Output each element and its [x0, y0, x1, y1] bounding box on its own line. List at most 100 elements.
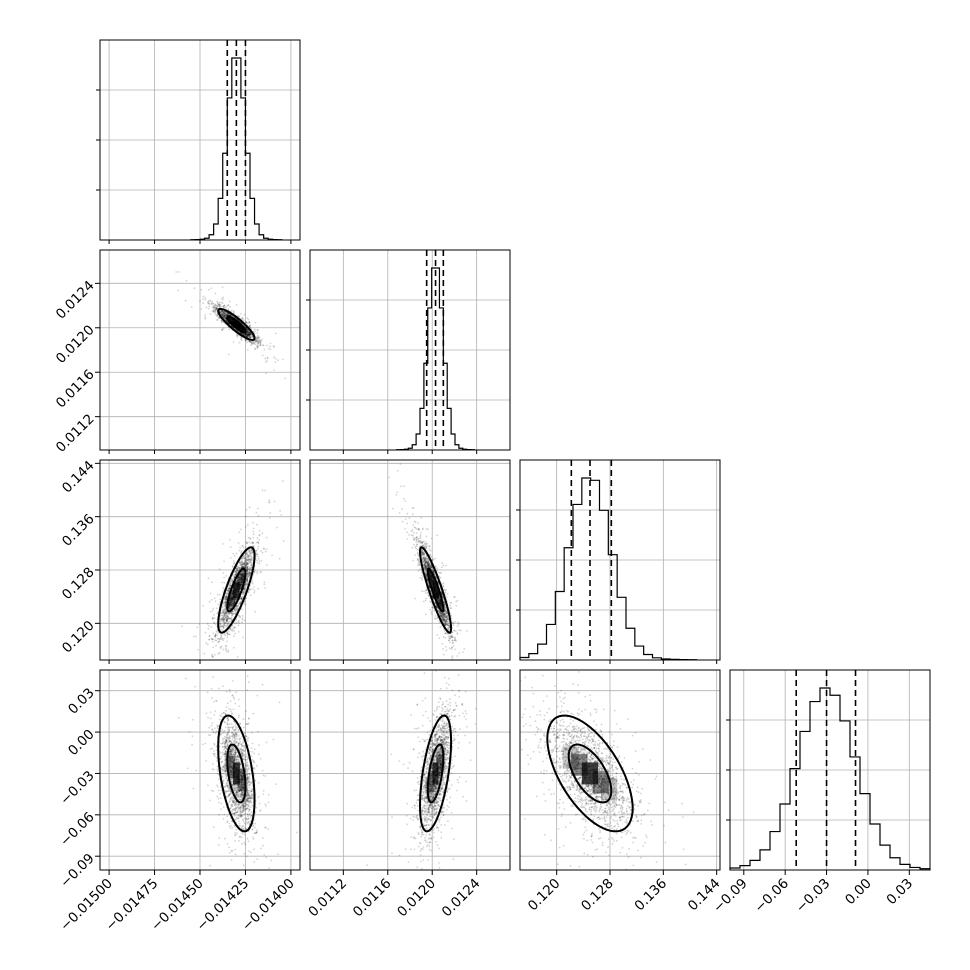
- sample-point: [281, 358, 284, 361]
- sample-point: [425, 542, 428, 545]
- scatter-panel-2-1: [309, 459, 511, 661]
- sample-point: [252, 521, 254, 524]
- sample-point: [249, 333, 252, 336]
- sample-point: [223, 314, 225, 317]
- sample-point: [223, 305, 226, 307]
- sample-point: [451, 621, 454, 623]
- sample-point: [264, 489, 266, 492]
- sample-point: [260, 559, 263, 562]
- sample-point: [411, 513, 414, 516]
- sample-point: [422, 600, 425, 603]
- sample-point: [452, 636, 455, 639]
- sample-point: [281, 480, 284, 482]
- sample-point: [466, 630, 468, 632]
- sample-point: [208, 638, 211, 641]
- sample-point: [248, 334, 250, 336]
- sample-point: [248, 321, 251, 323]
- sample-point: [248, 332, 251, 335]
- sample-point: [250, 542, 253, 544]
- sample-point: [220, 636, 223, 639]
- sample-point: [257, 514, 260, 517]
- sample-point: [269, 512, 272, 514]
- sample-point: [207, 288, 210, 291]
- sample-point: [204, 316, 207, 319]
- sample-point: [227, 616, 229, 619]
- sample-point: [452, 645, 455, 647]
- sample-point: [235, 304, 238, 306]
- sample-point: [213, 305, 216, 307]
- sample-point: [216, 304, 218, 307]
- sample-point: [454, 648, 456, 651]
- sample-point: [223, 613, 226, 616]
- sample-point: [277, 359, 279, 361]
- sample-point: [196, 626, 199, 628]
- sample-point: [246, 329, 248, 332]
- sample-point: [251, 342, 254, 345]
- sample-point: [248, 331, 251, 334]
- sample-point: [241, 328, 244, 331]
- sample-point: [419, 537, 422, 540]
- sample-point: [195, 635, 197, 638]
- sample-point: [421, 579, 423, 581]
- sample-point: [248, 572, 251, 575]
- sample-point: [248, 565, 250, 568]
- sample-point: [231, 616, 233, 618]
- sample-point: [246, 330, 248, 333]
- sample-point: [216, 307, 218, 309]
- sample-point: [259, 340, 261, 342]
- sample-point: [207, 627, 210, 630]
- sample-point: [434, 617, 436, 620]
- sample-point: [264, 357, 267, 360]
- sample-point: [222, 605, 224, 608]
- sample-point: [204, 296, 206, 299]
- sample-point: [227, 353, 230, 356]
- sample-point: [430, 555, 433, 558]
- sample-point: [222, 312, 224, 314]
- sample-point: [220, 301, 223, 304]
- sample-point: [232, 610, 235, 613]
- sample-point: [412, 531, 415, 534]
- scatter-panel-2-0: [99, 459, 301, 661]
- sample-point: [234, 632, 236, 635]
- sample-point: [205, 306, 208, 309]
- sample-point: [399, 485, 402, 488]
- sample-point: [246, 321, 248, 324]
- sample-point: [238, 549, 241, 552]
- sample-point: [239, 327, 242, 330]
- sample-point: [238, 315, 240, 317]
- sample-point: [221, 581, 224, 584]
- sample-point: [244, 604, 247, 606]
- sample-point: [211, 598, 213, 601]
- sample-point: [449, 604, 451, 607]
- sample-point: [220, 312, 223, 315]
- sample-point: [193, 635, 195, 638]
- sample-point: [214, 634, 217, 637]
- sample-point: [256, 337, 259, 340]
- sample-point: [261, 338, 263, 341]
- sample-point: [223, 312, 226, 315]
- sample-point: [239, 327, 242, 330]
- sample-point: [266, 357, 269, 359]
- sample-point: [212, 305, 215, 307]
- sample-point: [240, 328, 243, 330]
- sample-point: [448, 639, 450, 642]
- sample-point: [222, 327, 225, 330]
- sample-point: [218, 593, 221, 596]
- sample-point: [240, 528, 243, 531]
- sample-point: [257, 342, 259, 344]
- sample-point: [221, 617, 223, 620]
- sample-point: [248, 332, 251, 335]
- sample-point: [463, 647, 466, 650]
- sample-point: [190, 306, 193, 308]
- sample-point: [456, 599, 459, 602]
- sample-point: [442, 636, 445, 638]
- sample-point: [249, 552, 252, 554]
- sample-point: [213, 310, 215, 312]
- sample-point: [256, 561, 259, 564]
- sample-point: [244, 525, 247, 528]
- sample-point: [256, 523, 258, 526]
- sample-point: [456, 655, 459, 657]
- sample-point: [406, 512, 409, 515]
- sample-point: [229, 314, 232, 317]
- sample-point: [208, 305, 211, 308]
